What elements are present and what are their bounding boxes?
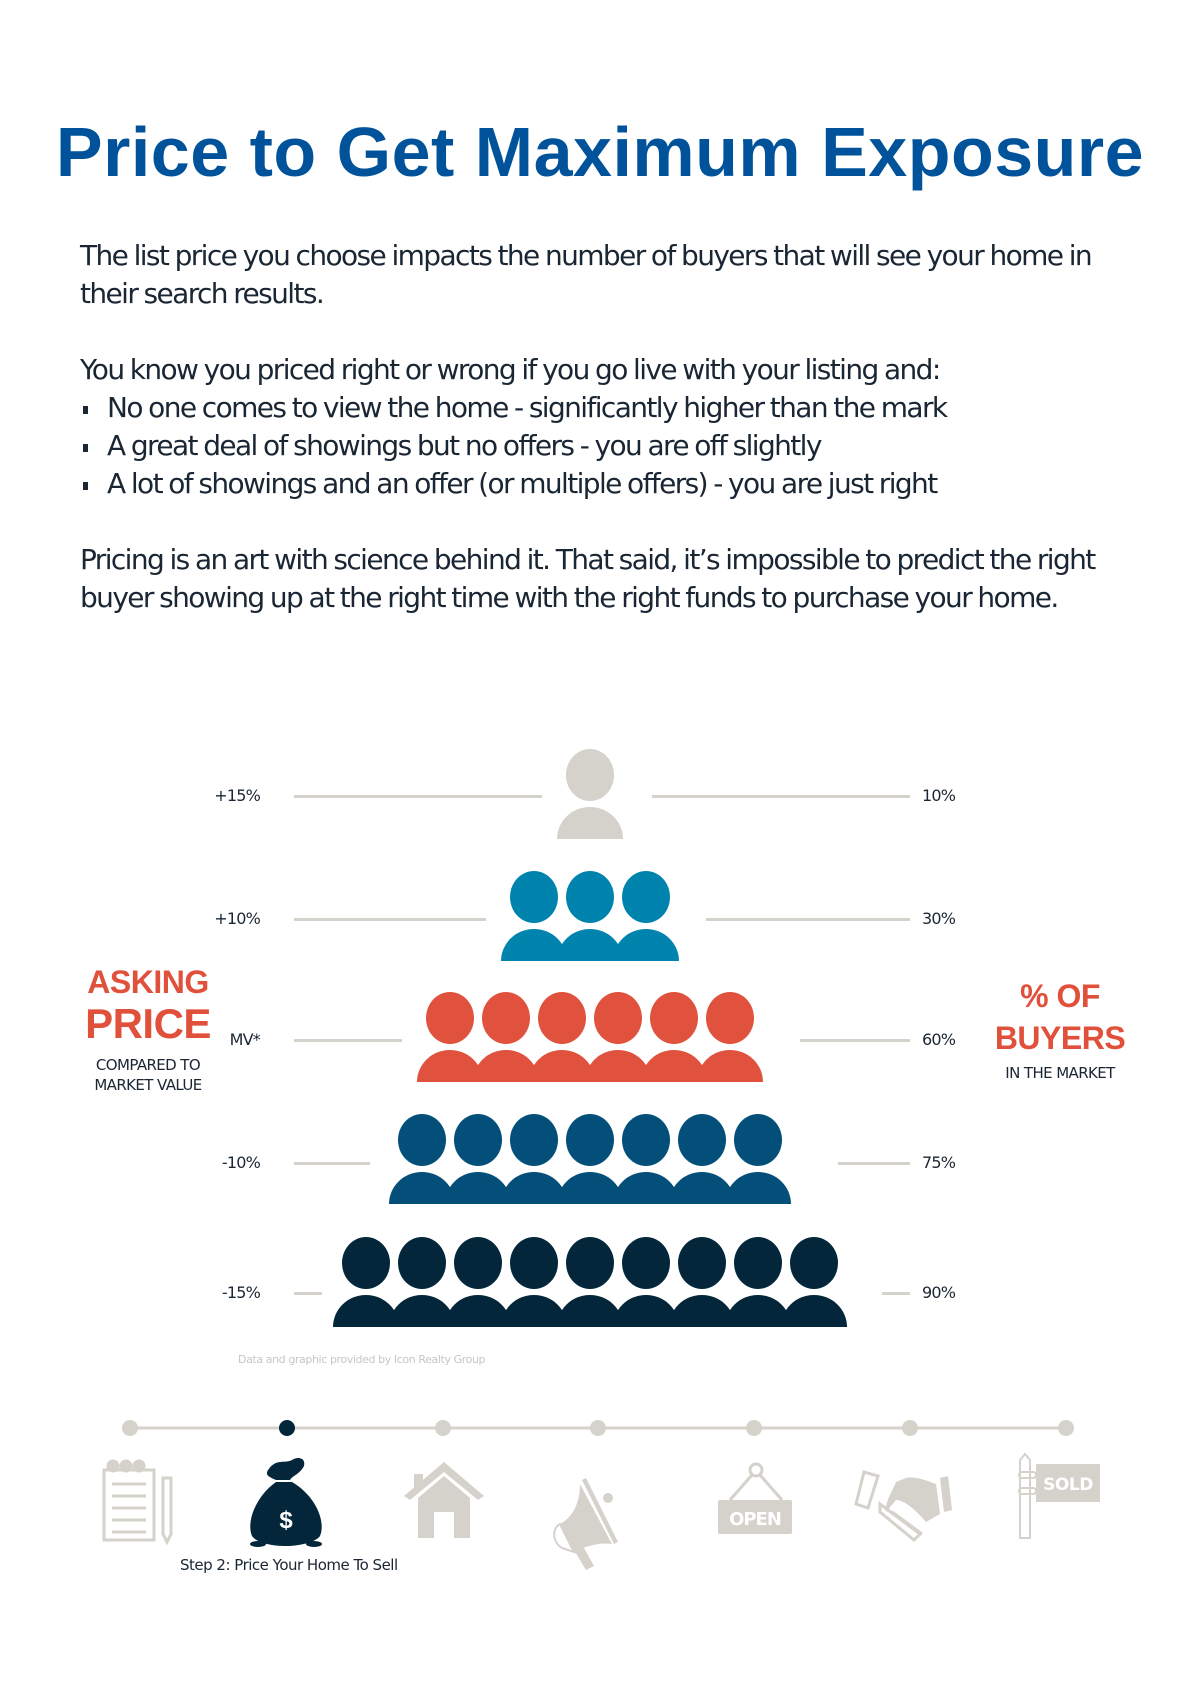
pricing-signals-lead: You know you priced right or wrong if yo…	[80, 353, 941, 386]
sold-sign-icon: SOLD	[1018, 1452, 1100, 1539]
percent-buyers-title-line1: % OF	[1020, 978, 1100, 1014]
step-dot-7	[1058, 1420, 1074, 1436]
step-dot-5	[746, 1420, 762, 1436]
open-sign-icon: OPEN	[718, 1462, 792, 1534]
percent-buyers-label: % OF BUYERS IN THE MARKET	[985, 975, 1135, 1083]
step-dot-3	[435, 1420, 451, 1436]
row-guide-line	[652, 795, 910, 798]
buyers-percent-value: 10%	[922, 786, 956, 805]
checklist-icon	[102, 1459, 173, 1546]
svg-text:$: $	[279, 1507, 293, 1534]
row-guide-line	[294, 918, 486, 921]
asking-price-tick: +10%	[214, 909, 261, 928]
asking-price-subtitle-line1: COMPARED TO	[95, 1056, 201, 1074]
list-item: A great deal of showings but no offers -…	[80, 427, 1140, 465]
asking-price-title-line2: PRICE	[85, 1000, 211, 1047]
step-dot-2-active	[279, 1420, 295, 1436]
asking-price-title-line1: ASKING	[87, 964, 209, 1000]
buyers-percent-value: 90%	[922, 1283, 956, 1302]
row-2-people	[501, 871, 679, 961]
list-item: A lot of showings and an offer (or multi…	[80, 465, 1140, 503]
list-item: No one comes to view the home - signific…	[80, 389, 1140, 427]
money-bag-icon: $	[250, 1458, 322, 1547]
row-guide-line	[800, 1039, 910, 1042]
row-guide-line	[706, 918, 910, 921]
buyers-percent-value: 75%	[922, 1153, 956, 1172]
asking-price-tick: -10%	[221, 1153, 261, 1172]
row-guide-line	[838, 1162, 910, 1165]
step-dot-6	[902, 1420, 918, 1436]
step-dot-1	[122, 1420, 138, 1436]
closing-paragraph: Pricing is an art with science behind it…	[80, 543, 1096, 614]
row-guide-line	[294, 795, 542, 798]
active-step-label: Step 2: Price Your Home To Sell	[180, 1556, 398, 1574]
megaphone-icon	[553, 1478, 618, 1570]
row-5-people	[333, 1237, 847, 1327]
row-guide-line	[294, 1039, 402, 1042]
percent-buyers-subtitle: IN THE MARKET	[1005, 1064, 1115, 1082]
row-4-people	[389, 1114, 791, 1204]
svg-text:OPEN: OPEN	[729, 1509, 781, 1530]
row-guide-line	[294, 1292, 322, 1295]
row-guide-line	[882, 1292, 910, 1295]
asking-price-subtitle-line2: MARKET VALUE	[94, 1076, 202, 1094]
buyers-percent-value: 60%	[922, 1030, 956, 1049]
data-credit: Data and graphic provided by Icon Realty…	[238, 1353, 486, 1366]
timeline-dots	[122, 1420, 1074, 1436]
asking-price-tick: +15%	[214, 786, 261, 805]
handshake-icon	[854, 1470, 952, 1543]
page-title: Price to Get Maximum Exposure	[55, 113, 1145, 191]
row-1-people	[557, 749, 623, 839]
steps-timeline: $ OPEN	[0, 1400, 1200, 1570]
svg-text:SOLD: SOLD	[1043, 1475, 1093, 1495]
house-icon	[404, 1462, 484, 1538]
asking-price-tick: -15%	[221, 1283, 261, 1302]
intro-paragraph: The list price you choose impacts the nu…	[80, 239, 1093, 310]
row-guide-line	[294, 1162, 370, 1165]
pricing-signals-list: No one comes to view the home - signific…	[80, 389, 1140, 503]
row-3-people	[417, 992, 763, 1082]
percent-buyers-title-line2: BUYERS	[994, 1020, 1126, 1056]
buyers-percent-value: 30%	[922, 909, 956, 928]
pricing-signals: You know you priced right or wrong if yo…	[80, 351, 1140, 503]
step-dot-4	[590, 1420, 606, 1436]
asking-price-label: ASKING PRICE COMPARED TO MARKET VALUE	[78, 965, 218, 1095]
